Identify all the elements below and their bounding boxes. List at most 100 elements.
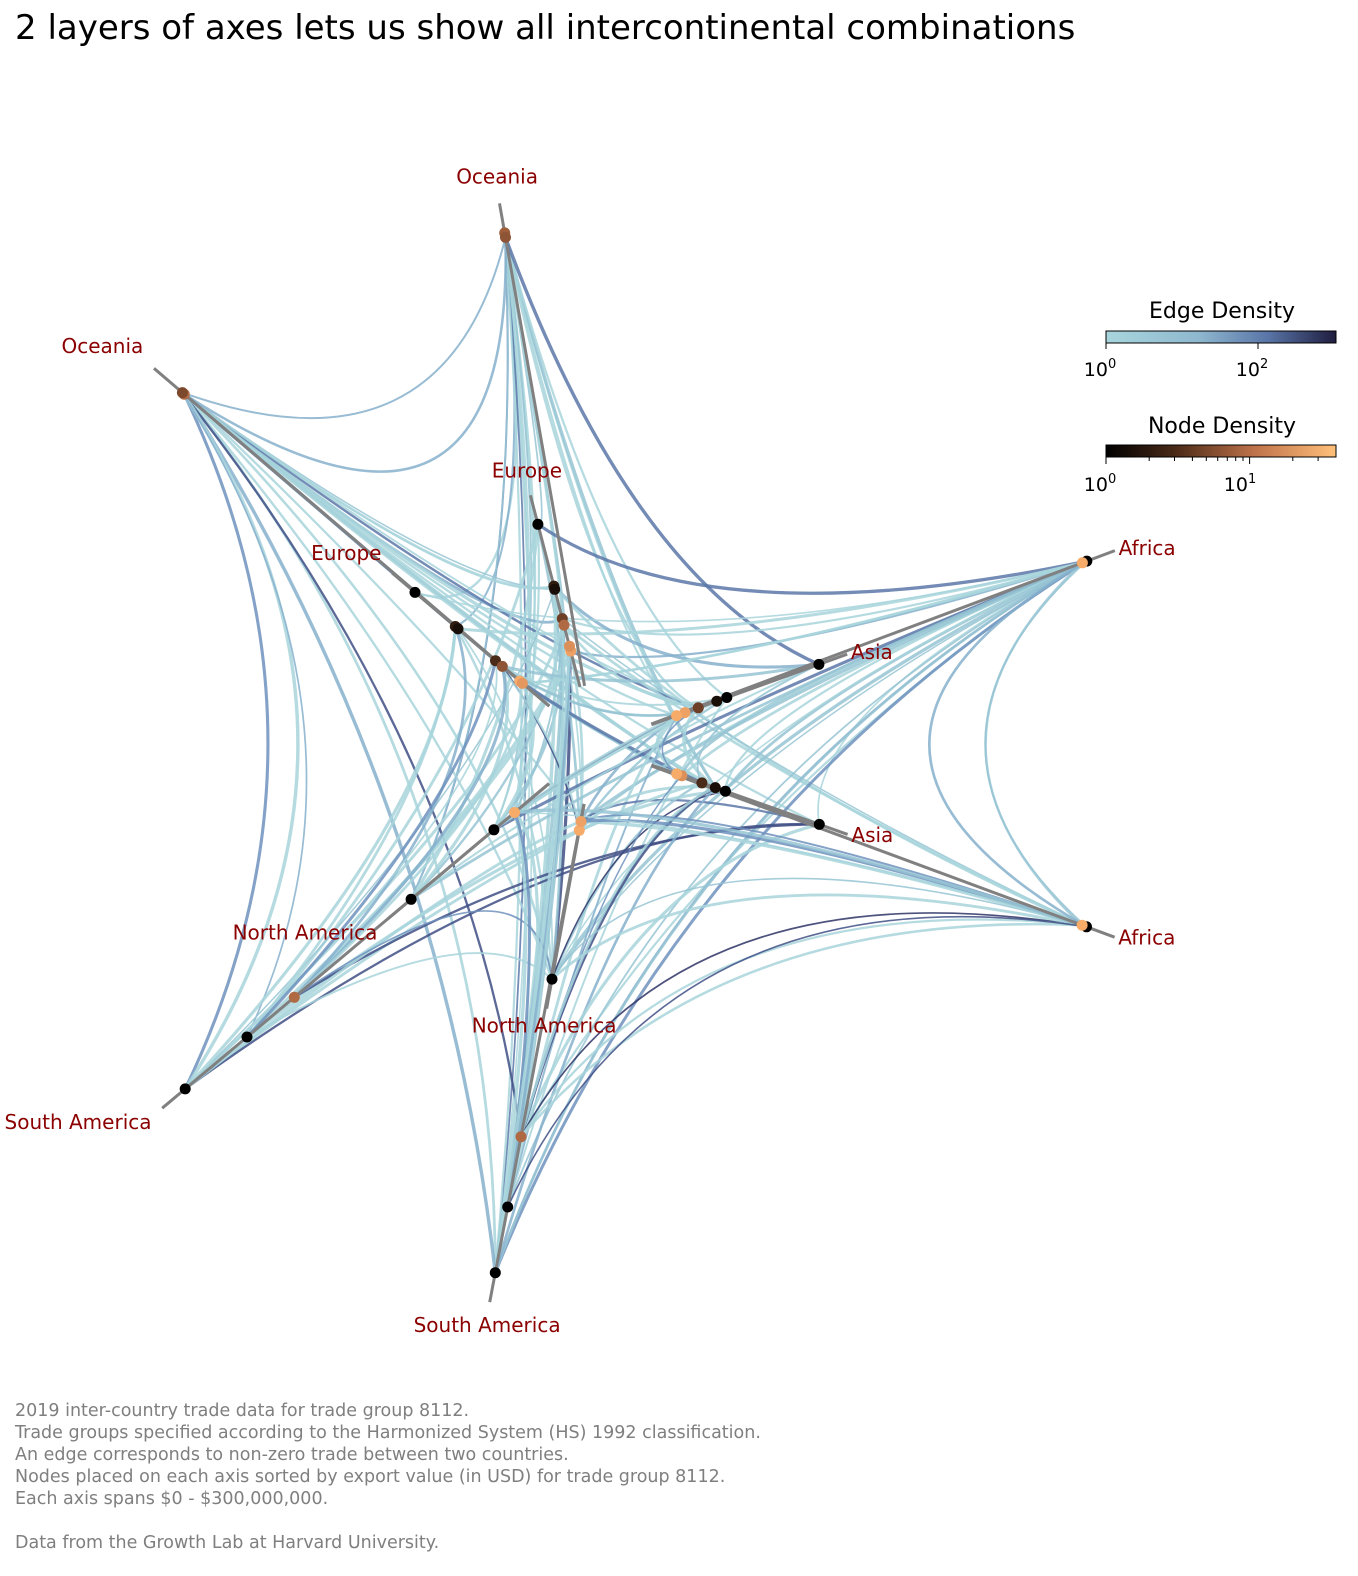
edge [520,922,1083,1138]
edge [503,236,820,666]
node [176,387,188,399]
axis-label: South America [414,1313,561,1337]
axis-label: Asia [851,640,893,664]
node [241,1031,253,1043]
edge [181,391,582,823]
edge [181,392,308,1038]
axis-label: Europe [492,459,562,483]
axis-line [498,203,587,687]
node [721,692,733,703]
edge [563,624,1088,929]
edge [513,618,564,813]
edge [928,559,1088,928]
edge [551,560,1088,980]
node [409,586,421,598]
chart-title: 2 layers of axes lets us show all interc… [15,8,1076,48]
edge [410,618,564,901]
edge [293,680,523,999]
edge [506,915,1087,1208]
edge [180,391,300,1090]
edge [551,893,1087,981]
edge [514,808,1088,929]
edge [519,786,716,1138]
edge [501,665,727,706]
axis-label: South America [5,1110,152,1134]
edge [414,560,1087,623]
axis-label: North America [472,1013,617,1037]
node [813,658,825,670]
node [813,818,825,830]
node [546,973,558,985]
node-density-title: Node Density [1148,414,1296,439]
axis-label: Asia [851,823,893,847]
edge [181,391,523,1137]
node [1076,557,1088,569]
axis-label: Oceania [62,334,144,358]
node [496,660,508,672]
node [575,816,587,827]
node [509,807,521,818]
edge [245,660,497,1039]
edge [181,391,554,980]
node [515,1131,527,1143]
edge [551,877,1083,980]
edge [501,662,820,683]
edge [183,393,554,980]
edge [514,811,1087,928]
footer-line: Nodes placed on each axis sorted by expo… [15,1467,726,1487]
edge [245,626,457,1038]
axis-label: North America [233,921,378,945]
edge [513,714,678,814]
edge [457,628,554,980]
edge [414,232,518,599]
node [288,991,300,1003]
node-density-scale [1105,444,1337,458]
axis-label: Africa [1119,536,1176,560]
edge-layer [180,232,1088,1274]
node [500,231,511,243]
node [671,768,683,780]
footer-notes: 2019 inter-country trade data for trade … [15,1400,761,1554]
axis-label: Europe [311,541,381,565]
edge [181,391,699,709]
node [692,702,704,714]
node [452,623,464,635]
node [532,518,544,530]
node-density-minor-ticks [1105,457,1319,464]
node [696,777,708,789]
node [671,710,683,722]
node [405,893,417,905]
node [179,1083,191,1095]
edge [503,232,728,699]
node [711,695,723,707]
footer-line: An edge corresponds to non-zero trade be… [15,1445,569,1465]
edge-density-colorbar: Edge Density 100 102 [1084,299,1337,381]
axis-line [488,803,586,1303]
edge [182,237,507,420]
edge [492,682,535,831]
edge [182,393,497,1273]
edge [184,660,498,1090]
node [1076,919,1088,931]
edge [181,391,699,709]
node [549,583,561,595]
footer-line: Data from the Growth Lab at Harvard Univ… [15,1533,440,1553]
axis-line [161,782,551,1110]
node-density-tick: 100 [1084,472,1116,496]
edge [494,232,531,1273]
hive-plot: Oceania Oceania Europe Europe Africa Asia Asia… [5,165,1337,1337]
edge [493,812,528,1273]
axis-label: Africa [1118,926,1175,950]
node [679,707,691,719]
edge [182,393,270,1090]
footer-line: Each axis spans $0 - $300,000,000. [15,1489,329,1509]
edge [984,560,1088,928]
node [709,782,721,794]
node [564,640,575,652]
node [502,1201,514,1213]
edge [293,823,820,999]
node [488,824,500,836]
edge-density-title: Edge Density [1149,299,1295,324]
axis-label-layer: Oceania Oceania Europe Europe Africa Asia Asia… [5,165,1176,1337]
edge [410,663,820,901]
